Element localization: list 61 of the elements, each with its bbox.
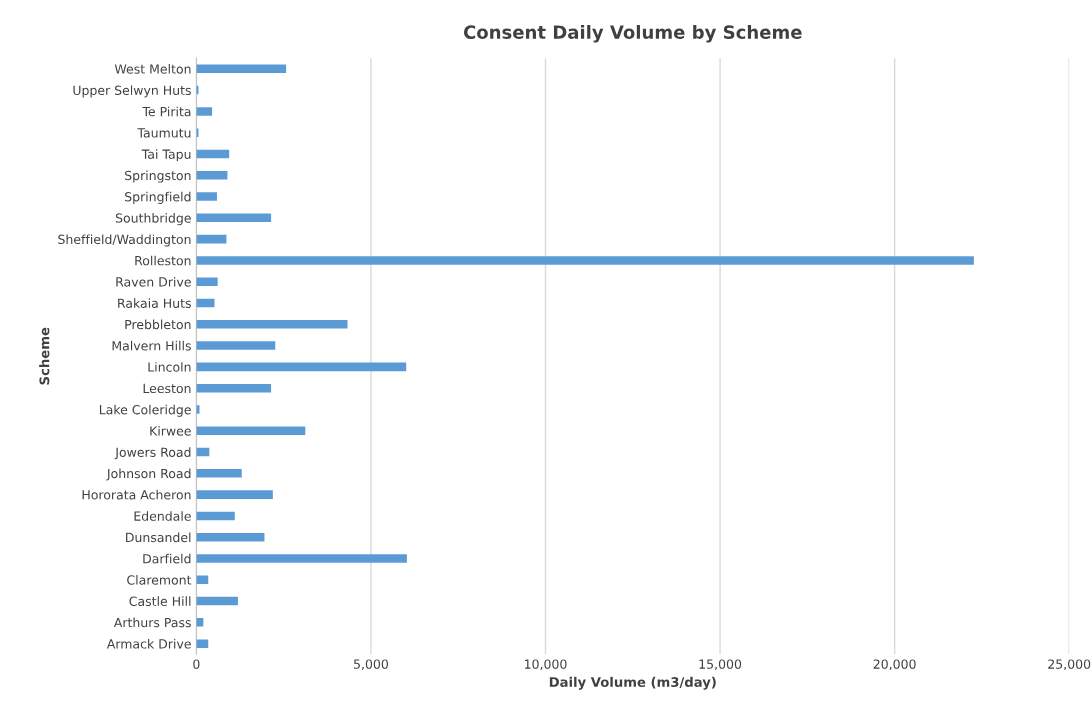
y-tick-label: Dunsandel xyxy=(126,532,191,543)
y-tick-label: Jowers Road xyxy=(114,447,191,460)
y-tick-label: Castle Hill xyxy=(129,596,191,606)
y-tick-label: Malvern Hills xyxy=(112,340,191,351)
x-tick-label: 10,000 xyxy=(525,659,567,671)
chart-title: Consent Daily Volume by Scheme xyxy=(463,25,802,43)
y-tick-label: Hororata Acheron xyxy=(82,489,191,500)
bar xyxy=(196,149,230,159)
bar xyxy=(196,596,238,606)
bar xyxy=(196,298,215,308)
y-tick-label: Rolleston xyxy=(135,255,191,266)
y-tick-label: Te Pirita xyxy=(142,106,191,117)
bar xyxy=(196,362,407,372)
bar xyxy=(196,192,217,201)
bar xyxy=(196,213,272,223)
y-tick-label: Edendale xyxy=(134,511,191,521)
bar xyxy=(196,405,200,414)
y-tick-label: Taumutu xyxy=(137,128,191,138)
x-tick-label: 5,000 xyxy=(354,659,388,671)
x-tick-label: 25,000 xyxy=(1048,659,1091,671)
y-tick-label: Armack Drive xyxy=(106,638,191,649)
bar xyxy=(196,256,974,265)
bar xyxy=(196,171,228,180)
y-tick-label: Springston xyxy=(125,170,191,183)
x-tick-label: 20,000 xyxy=(873,659,916,671)
y-tick-label: Prebbleton xyxy=(125,319,191,330)
y-tick-label: West Melton xyxy=(114,64,191,74)
bar xyxy=(196,426,306,436)
bar xyxy=(196,639,209,648)
bar xyxy=(196,383,272,393)
y-tick-label: Darfield xyxy=(143,553,191,564)
bar xyxy=(196,107,213,116)
bar xyxy=(196,320,348,329)
y-tick-label: Springfield xyxy=(125,191,191,204)
bar xyxy=(196,469,242,478)
y-tick-label: Upper Selwyn Huts xyxy=(73,85,191,98)
y-tick-label: Kirwee xyxy=(150,426,191,436)
bar xyxy=(196,532,265,542)
y-tick-label: Claremont xyxy=(127,575,192,585)
y-tick-label: Lake Coleridge xyxy=(99,404,191,417)
x-axis-title: Daily Volume (m3/day) xyxy=(549,676,716,690)
y-axis-title: Scheme xyxy=(39,327,50,385)
bar xyxy=(196,234,227,244)
bar xyxy=(196,618,204,627)
y-tick-label: Lincoln xyxy=(148,362,191,372)
y-tick-label: Arthurs Pass xyxy=(113,617,191,628)
y-tick-label: Tai Tapu xyxy=(141,149,191,162)
y-tick-label: Southbridge xyxy=(115,213,191,226)
bar xyxy=(196,277,218,286)
y-tick-label: Rakaia Huts xyxy=(118,298,191,308)
bar xyxy=(196,490,273,499)
bar xyxy=(196,64,287,74)
y-tick-label: Sheffield/Waddington xyxy=(58,234,191,247)
y-tick-label: Johnson Road xyxy=(106,468,191,481)
y-tick-label: Leeston xyxy=(143,383,191,394)
bar xyxy=(196,341,276,350)
bar xyxy=(196,511,235,521)
x-tick-label: 15,000 xyxy=(699,659,742,671)
y-tick-label: Raven Drive xyxy=(116,276,191,287)
x-tick-label: 0 xyxy=(193,659,200,669)
bar xyxy=(196,554,407,563)
